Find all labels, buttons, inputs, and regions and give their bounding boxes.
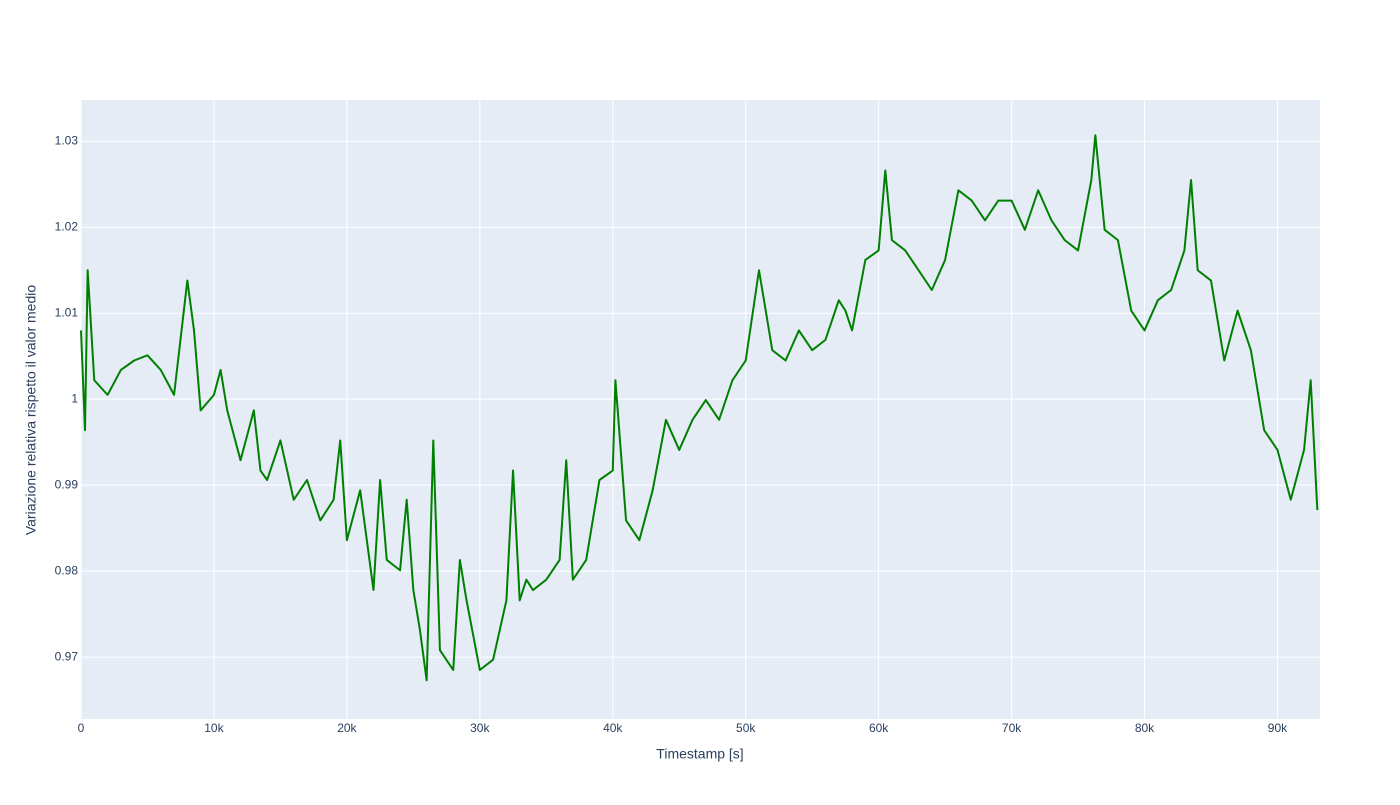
y-tick-label: 0.99: [55, 477, 79, 491]
x-tick-label: 30k: [470, 721, 490, 735]
x-tick-label: 20k: [337, 721, 357, 735]
x-tick-label: 50k: [736, 721, 756, 735]
y-axis-title: Variazione relativa rispetto il valor me…: [23, 285, 39, 536]
x-tick-label: 10k: [204, 721, 224, 735]
y-tick-label: 0.98: [55, 563, 79, 577]
x-tick-label: 40k: [603, 721, 623, 735]
y-tick-label: 1: [71, 391, 78, 405]
y-tick-label: 1.02: [55, 219, 79, 233]
x-axis-title: Timestamp [s]: [656, 746, 743, 762]
x-tick-label: 0: [78, 721, 85, 735]
x-tick-label: 90k: [1268, 721, 1288, 735]
data-line: [80, 134, 1319, 682]
x-tick-label: 60k: [869, 721, 889, 735]
y-tick-label: 1.03: [55, 133, 79, 147]
x-tick-label: 70k: [1002, 721, 1022, 735]
y-tick-label: 0.97: [55, 649, 79, 663]
y-tick-label: 1.01: [55, 305, 79, 319]
x-tick-label: 80k: [1135, 721, 1155, 735]
